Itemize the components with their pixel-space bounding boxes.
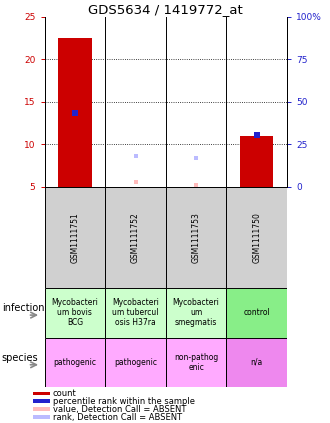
Point [133,179,138,186]
Bar [105,338,166,387]
Bar [45,288,105,338]
Text: infection: infection [2,303,44,313]
Text: GSM1111752: GSM1111752 [131,212,140,263]
Text: percentile rank within the sample: percentile rank within the sample [53,397,195,406]
Bar [45,187,105,288]
Title: GDS5634 / 1419772_at: GDS5634 / 1419772_at [88,3,243,16]
Point [193,155,199,162]
Text: non-pathog
enic: non-pathog enic [174,353,218,372]
Text: Mycobacteri
um
smegmatis: Mycobacteri um smegmatis [173,298,219,327]
Text: count: count [53,389,77,398]
Text: n/a: n/a [251,358,263,367]
Bar [45,338,105,387]
Text: GSM1111751: GSM1111751 [70,212,80,263]
Text: GSM1111750: GSM1111750 [252,212,261,263]
Bar [226,187,287,288]
Text: control: control [244,308,270,317]
Text: Mycobacteri
um bovis
BCG: Mycobacteri um bovis BCG [51,298,98,327]
Point [133,152,138,159]
Bar [166,338,226,387]
Bar [58,38,91,187]
Bar [240,136,274,187]
Text: rank, Detection Call = ABSENT: rank, Detection Call = ABSENT [53,413,182,422]
Bar [33,399,50,404]
Text: Mycobacteri
um tubercul
osis H37ra: Mycobacteri um tubercul osis H37ra [112,298,159,327]
Bar [33,415,50,419]
Bar [33,392,50,396]
Point [193,182,199,189]
Bar [166,187,226,288]
Text: GSM1111753: GSM1111753 [192,212,201,263]
Text: pathogenic: pathogenic [114,358,157,367]
Text: species: species [2,353,38,363]
Bar [226,338,287,387]
Bar [105,187,166,288]
Bar [105,288,166,338]
Bar [166,288,226,338]
Bar [226,288,287,338]
Point [254,132,259,138]
Text: pathogenic: pathogenic [53,358,96,367]
Bar [33,407,50,411]
Text: value, Detection Call = ABSENT: value, Detection Call = ABSENT [53,405,186,414]
Point [72,110,78,116]
